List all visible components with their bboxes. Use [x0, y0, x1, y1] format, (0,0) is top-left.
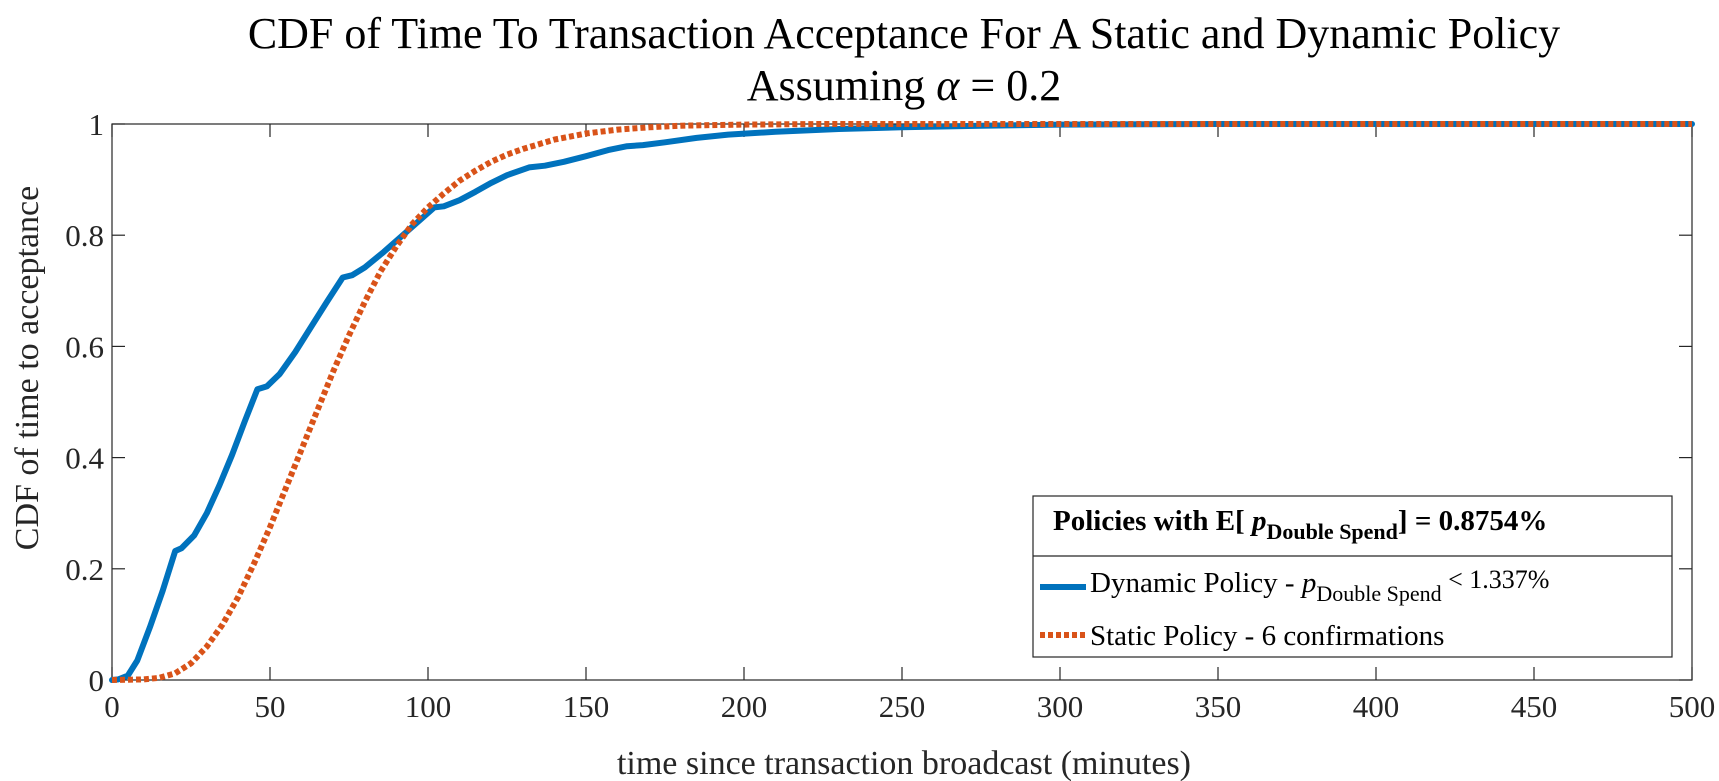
chart-title-alpha-symbol: α — [936, 61, 960, 110]
x-tick-label: 250 — [879, 689, 926, 724]
y-tick-label: 0.6 — [65, 329, 104, 364]
x-tick-label: 50 — [255, 689, 286, 724]
legend-entry-dynamic: Dynamic Policy - pDouble Spend < 1.337% — [1090, 565, 1549, 606]
x-tick-label: 350 — [1195, 689, 1242, 724]
x-tick-label: 450 — [1511, 689, 1558, 724]
legend-entry-dynamic-prefix: Dynamic Policy - — [1090, 567, 1302, 599]
legend-title: Policies with E[ pDouble Spend] = 0.8754… — [1053, 505, 1547, 544]
y-tick-label: 0.2 — [65, 552, 104, 587]
plot-area: 0 50 100 150 200 250 300 350 400 450 500 0 0.2 0.4 0.6… — [65, 107, 1715, 724]
legend-entry-dynamic-p: p — [1300, 567, 1317, 599]
legend-entry-dynamic-sub: Double Spend — [1316, 581, 1441, 606]
x-tick-label: 150 — [563, 689, 610, 724]
chart-title-line2-prefix: Assuming — [747, 61, 936, 110]
legend-entry-static: Static Policy - 6 confirmations — [1090, 620, 1444, 652]
y-tick-label: 1 — [89, 107, 105, 142]
x-axis-label: time since transaction broadcast (minute… — [617, 745, 1191, 781]
chart-title-line2: Assuming α = 0.2 — [747, 61, 1061, 110]
x-tick-label: 0 — [104, 689, 120, 724]
x-tick-label: 100 — [405, 689, 452, 724]
legend-box — [1032, 495, 1673, 658]
x-tick-label: 400 — [1353, 689, 1400, 724]
legend-title-sub: Double Spend — [1266, 519, 1397, 544]
legend-title-suffix: ] = 0.8754% — [1398, 505, 1547, 537]
y-tick-label: 0 — [89, 663, 105, 698]
series-line-static-policy — [111, 121, 1692, 683]
x-tick-label: 500 — [1669, 689, 1716, 724]
legend-title-p: p — [1249, 505, 1267, 537]
legend-entry-dynamic-suffix: < 1.337% — [1442, 565, 1550, 594]
legend-title-prefix: Policies with E[ — [1053, 505, 1252, 537]
y-tick-label: 0.8 — [65, 218, 104, 253]
legend: Policies with E[ pDouble Spend] = 0.8754… — [1032, 495, 1673, 658]
series-line-dynamic-policy — [109, 121, 1695, 683]
y-tick-label: 0.4 — [65, 441, 104, 476]
chart-title-line2-suffix: = 0.2 — [959, 61, 1061, 110]
x-tick-label: 200 — [721, 689, 768, 724]
x-tick-label: 300 — [1037, 689, 1084, 724]
y-axis-label: CDF of time to acceptance — [9, 186, 46, 550]
chart-title-line1: CDF of Time To Transaction Acceptance Fo… — [248, 9, 1560, 58]
